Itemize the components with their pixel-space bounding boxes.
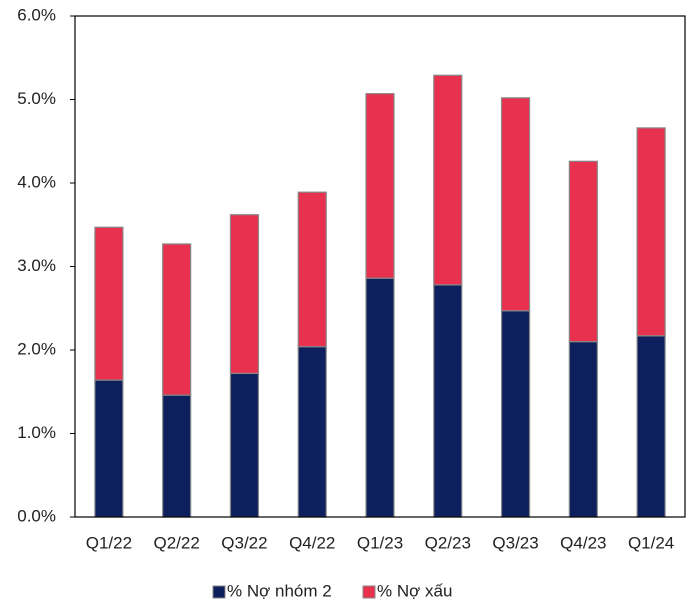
bar-segment (568, 160, 598, 343)
legend-swatch (212, 585, 226, 599)
plot-frame (74, 15, 686, 518)
y-tick-label: 4.0% (17, 172, 56, 191)
bar-segment (433, 74, 463, 286)
y-tick-label: 6.0% (17, 5, 56, 24)
x-tick-label: Q1/22 (86, 533, 132, 552)
legend-label: % Nợ nhóm 2 (227, 581, 332, 600)
y-tick-label: 1.0% (17, 423, 56, 442)
x-tick-label: Q1/24 (628, 533, 674, 552)
bar-segment (229, 372, 260, 518)
legend-label: % Nợ xấu (377, 581, 452, 600)
bar-segment (297, 191, 327, 348)
bar-segment (297, 346, 327, 518)
y-tick-label: 2.0% (17, 339, 56, 358)
x-tick-label: Q1/23 (357, 533, 403, 552)
x-tick-label: Q4/22 (289, 533, 335, 552)
y-tick-label: 5.0% (17, 89, 56, 108)
y-tick-label: 3.0% (17, 256, 56, 275)
bar-segment (229, 214, 260, 374)
x-tick-label: Q4/23 (560, 533, 606, 552)
bar-segment (162, 394, 192, 518)
bar-segment (636, 335, 666, 518)
bar-segment (500, 97, 531, 312)
bar-segment (500, 310, 531, 518)
x-tick-label: Q2/22 (154, 533, 200, 552)
bar-segment (94, 379, 124, 518)
y-tick-label: 0.0% (17, 506, 56, 525)
bar-segment (162, 243, 192, 396)
bar-segment (94, 226, 124, 381)
x-tick-label: Q3/22 (221, 533, 267, 552)
x-tick-label: Q2/23 (425, 533, 471, 552)
bar-segment (568, 341, 598, 518)
bar-segment (636, 127, 666, 337)
legend-swatch (362, 585, 376, 599)
bar-segment (365, 277, 395, 518)
x-tick-label: Q3/23 (492, 533, 538, 552)
bar-segment (433, 284, 463, 518)
bar-segment (365, 93, 395, 279)
